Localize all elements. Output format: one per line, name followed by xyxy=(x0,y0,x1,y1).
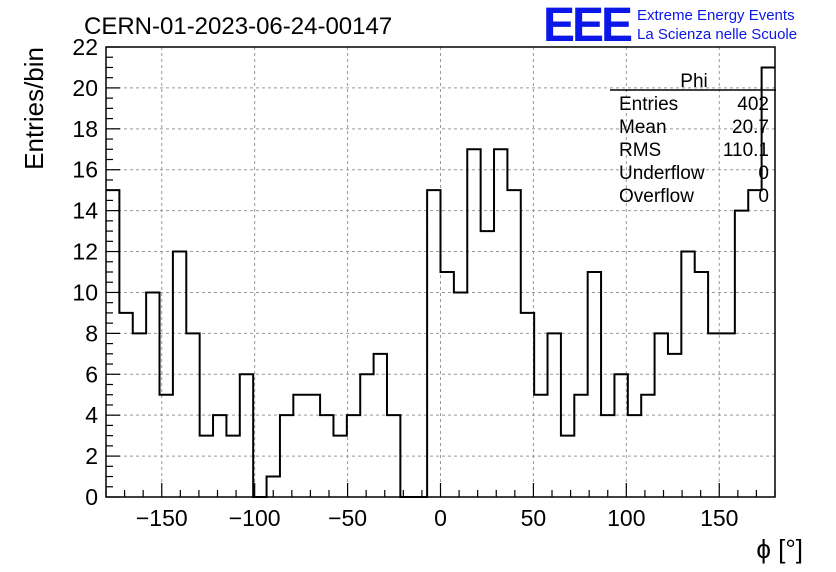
stats-value: 20.7 xyxy=(732,117,769,138)
stats-value: 0 xyxy=(758,186,769,207)
y-tick-label: 6 xyxy=(85,361,98,387)
y-axis-label: Entries/bin xyxy=(19,47,49,170)
x-tick-label: 100 xyxy=(607,505,645,531)
eee-logo: EEE Extreme Energy Events La Scienza nel… xyxy=(543,0,797,52)
x-tick-label: −150 xyxy=(136,505,188,531)
stats-value: 0 xyxy=(758,163,769,184)
stats-value: 402 xyxy=(737,94,769,115)
x-tick-label: −100 xyxy=(229,505,281,531)
y-tick-label: 0 xyxy=(85,484,98,510)
logo-line2: La Scienza nelle Scuole xyxy=(637,26,797,43)
y-tick-label: 4 xyxy=(85,402,98,428)
stats-label: Underflow xyxy=(619,163,705,184)
x-axis-label: ϕ [°] xyxy=(756,534,803,564)
y-tick-label: 14 xyxy=(72,198,98,224)
x-tick-label: 0 xyxy=(434,505,447,531)
stats-title: Phi xyxy=(680,71,707,92)
x-tick-label: 150 xyxy=(700,505,738,531)
chart-title: CERN-01-2023-06-24-00147 xyxy=(84,13,392,40)
stats-value: 110.1 xyxy=(723,140,769,161)
logo-line1: Extreme Energy Events xyxy=(637,7,795,24)
histogram-outline xyxy=(106,66,775,498)
x-tick-label: 50 xyxy=(521,505,547,531)
stats-rows: Entries 402 Mean 20.7 RMS 110.1 Underflow 0 Over… xyxy=(619,94,769,207)
y-tick-label: 8 xyxy=(85,320,98,346)
stats-label: Overflow xyxy=(619,186,694,207)
axis-ticks xyxy=(105,46,776,498)
grid-lines xyxy=(106,47,775,497)
y-tick-label: 10 xyxy=(72,279,98,305)
logo-mark: EEE xyxy=(543,0,632,52)
y-tick-label: 22 xyxy=(72,34,98,60)
x-tick-label: −50 xyxy=(328,505,367,531)
y-tick-label: 12 xyxy=(72,239,98,265)
stats-box: Phi Entries 402 Mean 20.7 RMS 110.1 Underflow 0… xyxy=(610,71,776,207)
y-tick-label: 18 xyxy=(72,116,98,142)
tick-labels: −150 −100 −50 0 50 100 150 0 2 4 6 8 10 12 14 16 18 20 22 xyxy=(72,34,738,531)
y-tick-label: 16 xyxy=(72,157,98,183)
stats-label: RMS xyxy=(619,140,661,161)
y-tick-label: 2 xyxy=(85,443,98,469)
stats-label: Entries xyxy=(619,94,678,115)
stats-label: Mean xyxy=(619,117,667,138)
y-tick-label: 20 xyxy=(72,75,98,101)
